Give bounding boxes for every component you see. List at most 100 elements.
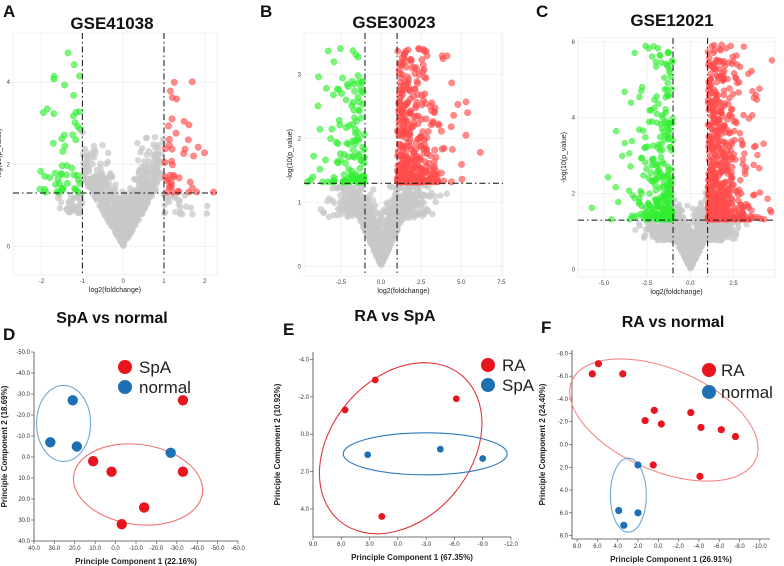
x-axis-label: Principle Component 1 (26.91%) bbox=[610, 555, 732, 564]
gray-point bbox=[684, 202, 691, 209]
up-point bbox=[713, 109, 721, 116]
down-point bbox=[359, 100, 367, 108]
up-point bbox=[707, 75, 714, 83]
y-tick-label: 0 bbox=[572, 267, 576, 273]
y-tick-label: -30.0 bbox=[16, 392, 30, 398]
up-point bbox=[717, 191, 724, 199]
ra-sample-point bbox=[717, 426, 725, 434]
up-point bbox=[753, 96, 761, 103]
up-point bbox=[705, 143, 712, 150]
x-tick-label: 0.0 bbox=[686, 281, 695, 287]
down-point bbox=[636, 126, 643, 133]
down-point bbox=[655, 100, 662, 107]
down-point bbox=[645, 199, 652, 207]
title-f: RA vs normal bbox=[622, 314, 725, 331]
up-point bbox=[720, 58, 728, 65]
down-point bbox=[360, 178, 368, 186]
gray-point bbox=[654, 235, 661, 242]
up-point bbox=[448, 79, 456, 87]
gray-point bbox=[376, 257, 383, 265]
gray-point bbox=[695, 207, 702, 214]
y-tick-label: 2.0 bbox=[301, 470, 310, 476]
down-point bbox=[653, 93, 660, 100]
down-point bbox=[661, 131, 669, 139]
down-point bbox=[307, 176, 314, 184]
ra-sample-point bbox=[687, 409, 695, 417]
up-point bbox=[745, 216, 753, 223]
gray-point bbox=[136, 195, 143, 203]
up-point bbox=[437, 127, 445, 135]
spa-ellipse bbox=[342, 432, 508, 476]
up-point bbox=[415, 169, 423, 176]
up-point bbox=[422, 74, 430, 82]
gray-point bbox=[413, 184, 421, 191]
gray-point bbox=[376, 210, 383, 217]
gray-point bbox=[681, 252, 688, 259]
panel-label-e: E bbox=[283, 320, 294, 339]
up-point bbox=[398, 54, 406, 62]
gray-point bbox=[84, 152, 91, 159]
gray-point bbox=[141, 158, 148, 165]
down-point bbox=[357, 156, 365, 164]
spa-sample-point bbox=[138, 502, 150, 513]
up-point bbox=[739, 156, 747, 163]
up-point bbox=[181, 145, 189, 153]
up-point bbox=[424, 128, 432, 135]
panel-label-f: F bbox=[541, 318, 551, 337]
pca-plot-e: 9.0 6.0 3.0 0.0 -3.0 -6.0 -9.0 -12.0-4.0-2.00.0… bbox=[273, 352, 518, 562]
gray-point bbox=[354, 195, 362, 202]
gray-point bbox=[698, 200, 705, 207]
gray-point bbox=[121, 211, 129, 218]
down-point bbox=[666, 205, 674, 212]
up-point bbox=[726, 94, 733, 102]
gray-point bbox=[204, 202, 211, 210]
down-point bbox=[316, 125, 324, 133]
ra-sample-point bbox=[341, 406, 349, 414]
gray-point bbox=[177, 209, 184, 217]
up-point bbox=[423, 52, 431, 60]
up-point bbox=[410, 149, 417, 156]
down-point bbox=[353, 117, 361, 125]
down-point bbox=[647, 169, 655, 176]
up-point bbox=[711, 208, 718, 216]
down-point bbox=[345, 165, 353, 173]
up-point bbox=[705, 214, 712, 222]
x-tick-label: 3.0 bbox=[365, 542, 374, 548]
up-point bbox=[403, 99, 411, 107]
up-point bbox=[397, 143, 405, 151]
up-point bbox=[756, 85, 763, 92]
gray-point bbox=[98, 192, 105, 199]
up-point bbox=[185, 121, 193, 129]
gray-point bbox=[678, 224, 685, 231]
gray-point bbox=[116, 195, 123, 202]
gray-point bbox=[343, 204, 351, 211]
gray-point bbox=[109, 220, 116, 227]
up-point bbox=[417, 134, 425, 142]
down-point bbox=[51, 169, 59, 177]
y-tick-label: -10.0 bbox=[16, 434, 30, 440]
down-point bbox=[648, 177, 655, 185]
up-point bbox=[729, 90, 737, 98]
up-point bbox=[739, 140, 746, 147]
gray-point bbox=[110, 205, 118, 213]
down-point bbox=[639, 212, 647, 220]
gray-point bbox=[645, 226, 652, 233]
gray-point bbox=[338, 203, 345, 211]
down-point bbox=[360, 131, 368, 138]
x-tick-label: 4.0 bbox=[614, 544, 623, 550]
up-point bbox=[164, 176, 172, 183]
x-tick-label: -2.5 bbox=[642, 281, 653, 287]
gray-point bbox=[660, 235, 667, 242]
gray-point bbox=[381, 244, 389, 251]
gray-point bbox=[89, 160, 96, 168]
x-tick-label: 1 bbox=[162, 279, 166, 285]
up-point bbox=[736, 63, 744, 71]
gray-point bbox=[693, 241, 700, 248]
up-point bbox=[742, 170, 749, 178]
gray-point bbox=[667, 234, 674, 241]
x-tick-label: 6.0 bbox=[593, 544, 602, 550]
gray-point bbox=[401, 191, 409, 198]
up-point bbox=[720, 205, 728, 212]
down-point bbox=[649, 156, 656, 163]
gray-point bbox=[369, 233, 377, 240]
